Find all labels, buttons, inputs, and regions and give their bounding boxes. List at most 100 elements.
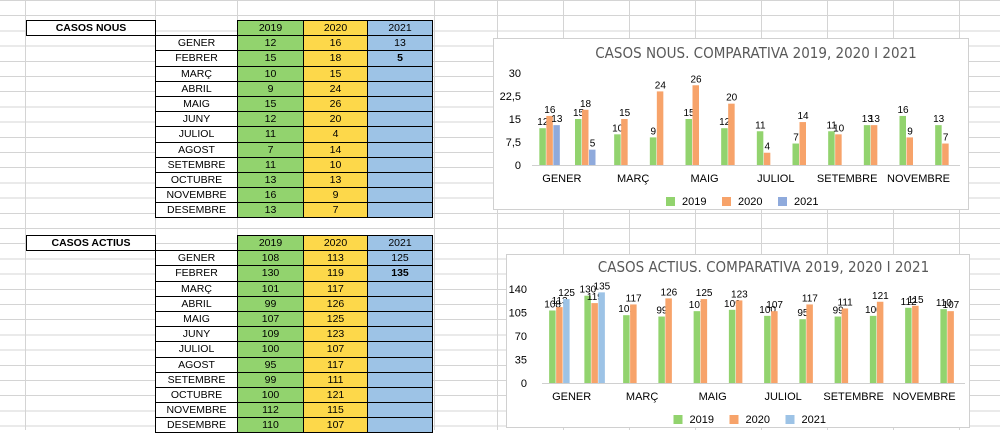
bar-2019-agost[interactable] bbox=[792, 143, 800, 165]
year-header-2020[interactable]: 2020 bbox=[303, 19, 368, 37]
bar-2020-setembre[interactable] bbox=[841, 308, 849, 383]
year-header-2020[interactable]: 2020 bbox=[303, 234, 368, 252]
value-2019-cell[interactable]: 100 bbox=[237, 386, 304, 404]
value-2020-cell[interactable]: 117 bbox=[303, 356, 368, 373]
bar-2019-febrer[interactable] bbox=[584, 295, 591, 383]
month-cell[interactable]: ABRIL bbox=[155, 80, 238, 97]
value-2019-cell[interactable]: 9 bbox=[237, 80, 304, 97]
value-2021-cell[interactable] bbox=[367, 80, 433, 97]
value-2021-cell[interactable] bbox=[367, 171, 433, 189]
value-2021-cell[interactable] bbox=[367, 126, 433, 143]
value-2020-cell[interactable]: 121 bbox=[303, 386, 368, 404]
bar-2019-abril[interactable] bbox=[658, 316, 665, 383]
bar-2020-desembre[interactable] bbox=[947, 311, 954, 383]
bar-2019-gener[interactable] bbox=[539, 128, 546, 165]
value-2020-cell[interactable]: 9 bbox=[303, 187, 368, 204]
bar-2020-març[interactable] bbox=[630, 304, 637, 383]
value-2019-cell[interactable]: 95 bbox=[237, 356, 304, 373]
bar-2020-febrer[interactable] bbox=[582, 109, 589, 165]
month-cell[interactable]: MAIG bbox=[155, 95, 238, 113]
value-2019-cell[interactable]: 100 bbox=[237, 341, 304, 358]
value-2020-cell[interactable]: 26 bbox=[303, 95, 368, 113]
value-2019-cell[interactable]: 107 bbox=[237, 310, 304, 328]
value-2020-cell[interactable]: 4 bbox=[303, 126, 368, 143]
bar-2020-novembre[interactable] bbox=[906, 137, 914, 165]
month-cell[interactable]: SETEMBRE bbox=[155, 156, 238, 173]
bar-2020-gener[interactable] bbox=[546, 115, 553, 165]
bar-2019-setembre[interactable] bbox=[828, 131, 835, 165]
bar-2019-octubre[interactable] bbox=[863, 125, 871, 165]
value-2020-cell[interactable]: 111 bbox=[303, 371, 368, 388]
value-2021-cell[interactable] bbox=[367, 341, 433, 358]
month-cell[interactable]: MAIG bbox=[155, 310, 238, 328]
bar-2019-abril[interactable] bbox=[649, 137, 657, 165]
month-cell[interactable]: OCTUBRE bbox=[155, 171, 238, 189]
value-2021-cell[interactable] bbox=[367, 65, 433, 82]
bar-2019-febrer[interactable] bbox=[575, 119, 582, 165]
casos-actius-chart[interactable]: CASOS ACTIUS. COMPARATIVA 2019, 2020 I 2… bbox=[506, 254, 970, 428]
bar-2021-gener[interactable] bbox=[553, 125, 560, 165]
value-2020-cell[interactable]: 117 bbox=[303, 280, 368, 297]
bar-2019-juny[interactable] bbox=[721, 128, 728, 165]
bar-2021-febrer[interactable] bbox=[598, 292, 605, 383]
month-cell[interactable]: DESEMBRE bbox=[155, 202, 238, 219]
bar-2019-maig[interactable] bbox=[685, 119, 693, 165]
value-2020-cell[interactable]: 24 bbox=[303, 80, 368, 97]
value-2021-cell[interactable] bbox=[367, 326, 433, 343]
legend-label-2020[interactable]: 2020 bbox=[738, 196, 762, 208]
value-2019-cell[interactable]: 15 bbox=[237, 50, 304, 67]
bar-2019-gener[interactable] bbox=[549, 310, 556, 383]
bar-2021-gener[interactable] bbox=[563, 299, 570, 383]
value-2019-cell[interactable]: 110 bbox=[237, 417, 304, 433]
bar-2020-juny[interactable] bbox=[735, 300, 743, 383]
bar-2020-agost[interactable] bbox=[799, 122, 807, 165]
month-cell[interactable]: NOVEMBRE bbox=[155, 402, 238, 419]
legend-label-2019[interactable]: 2019 bbox=[690, 414, 714, 426]
value-2020-cell[interactable]: 20 bbox=[303, 111, 368, 128]
value-2021-cell[interactable] bbox=[367, 202, 433, 219]
year-header-2021[interactable]: 2021 bbox=[367, 234, 433, 252]
bar-2020-octubre[interactable] bbox=[870, 125, 878, 165]
value-2019-cell[interactable]: 108 bbox=[237, 250, 304, 267]
bar-2020-gener[interactable] bbox=[556, 307, 563, 383]
value-2019-cell[interactable]: 10 bbox=[237, 65, 304, 82]
bar-2019-desembre[interactable] bbox=[935, 125, 942, 165]
value-2019-cell[interactable]: 101 bbox=[237, 280, 304, 297]
value-2020-cell[interactable]: 113 bbox=[303, 250, 368, 267]
year-header-2019[interactable]: 2019 bbox=[237, 234, 304, 252]
value-2021-cell[interactable] bbox=[367, 402, 433, 419]
value-2021-cell[interactable]: 135 bbox=[367, 265, 433, 282]
month-cell[interactable]: NOVEMBRE bbox=[155, 187, 238, 204]
bar-2019-juliol[interactable] bbox=[764, 315, 771, 383]
bar-2020-novembre[interactable] bbox=[912, 305, 919, 383]
value-2021-cell[interactable] bbox=[367, 371, 433, 388]
value-2020-cell[interactable]: 13 bbox=[303, 171, 368, 189]
month-cell[interactable]: JULIOL bbox=[155, 126, 238, 143]
month-cell[interactable]: GENER bbox=[155, 35, 238, 52]
bar-2020-octubre[interactable] bbox=[876, 301, 884, 383]
value-2019-cell[interactable]: 13 bbox=[237, 171, 304, 189]
month-cell[interactable]: FEBRER bbox=[155, 265, 238, 282]
bar-2019-setembre[interactable] bbox=[834, 316, 842, 383]
bar-2019-març[interactable] bbox=[614, 134, 621, 165]
value-2021-cell[interactable]: 13 bbox=[367, 35, 433, 52]
value-2020-cell[interactable]: 107 bbox=[303, 341, 368, 358]
month-cell[interactable]: AGOST bbox=[155, 141, 238, 158]
value-2019-cell[interactable]: 11 bbox=[237, 156, 304, 173]
bar-2019-octubre[interactable] bbox=[869, 315, 877, 383]
month-cell[interactable]: MARÇ bbox=[155, 65, 238, 82]
value-2019-cell[interactable]: 99 bbox=[237, 371, 304, 388]
value-2020-cell[interactable]: 7 bbox=[303, 202, 368, 219]
bar-2019-novembre[interactable] bbox=[905, 307, 912, 383]
year-header-2021[interactable]: 2021 bbox=[367, 19, 433, 37]
value-2021-cell[interactable] bbox=[367, 95, 433, 113]
value-2019-cell[interactable]: 12 bbox=[237, 35, 304, 52]
bar-2020-desembre[interactable] bbox=[942, 143, 949, 165]
value-2019-cell[interactable]: 15 bbox=[237, 95, 304, 113]
value-2019-cell[interactable]: 99 bbox=[237, 295, 304, 312]
bar-2019-maig[interactable] bbox=[693, 311, 701, 383]
month-cell[interactable]: JULIOL bbox=[155, 341, 238, 358]
value-2021-cell[interactable] bbox=[367, 187, 433, 204]
legend-label-2021[interactable]: 2021 bbox=[794, 196, 818, 208]
value-2020-cell[interactable]: 107 bbox=[303, 417, 368, 433]
